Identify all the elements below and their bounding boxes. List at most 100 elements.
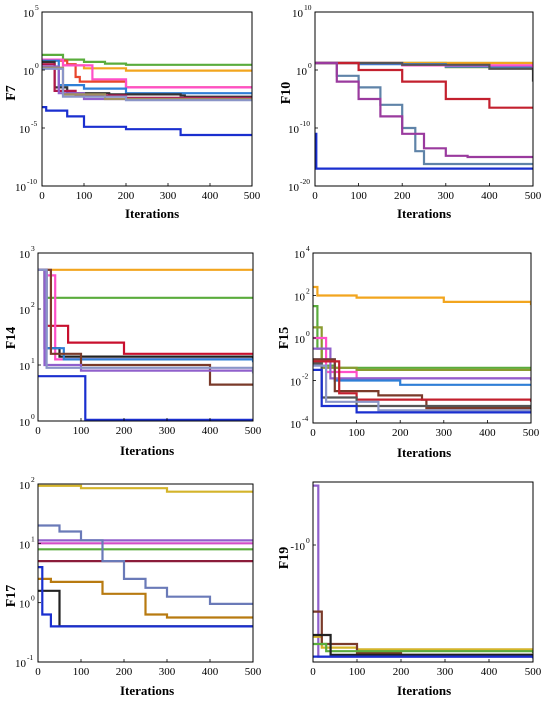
x-tick-label-f19-0: 0 <box>310 666 316 678</box>
x-tick-label-f15-2: 200 <box>392 427 409 439</box>
xlabel-f15: Iterations <box>397 445 452 460</box>
subplot-f19: 0 100 200 300 400 500 -10 0 F19 Iterations <box>275 470 550 703</box>
series-line-f10-5 <box>315 61 533 82</box>
y-tick-label-f15-0: 10 <box>294 249 306 261</box>
y-tick-exponent-f10-2: -10 <box>300 119 310 128</box>
y-tick-exponent-f17-0: 2 <box>31 475 35 484</box>
y-tick-label-f10-0: 10 <box>292 8 304 20</box>
series-line-f19-5 <box>313 655 533 659</box>
series-line-f14-6 <box>38 268 253 386</box>
y-tick-exponent-f17-1: 1 <box>31 534 35 543</box>
series-line-f14-8 <box>38 268 253 374</box>
y-tick-label-f17-2: 10 <box>19 599 31 611</box>
x-tick-label-f7-0: 0 <box>39 190 45 202</box>
x-tick-label-f7-2: 200 <box>118 190 135 202</box>
series-line-f19-4 <box>313 633 533 657</box>
x-tick-label-f7-4: 400 <box>202 190 219 202</box>
x-tick-label-f17-3: 300 <box>159 666 176 678</box>
x-tick-label-f15-0: 0 <box>310 427 316 439</box>
y-tick-label-f7-2: 10 <box>19 124 31 136</box>
series-line-f7-9 <box>42 67 252 102</box>
series-line-f17-8 <box>38 566 253 628</box>
series-line-f10-9 <box>315 132 533 170</box>
y-tick-exponent-f17-3: -1 <box>27 653 33 662</box>
x-tick-label-f10-2: 200 <box>394 190 411 202</box>
xlabel-f7: Iterations <box>125 206 180 221</box>
subplot-f17: 0 100 200 300 400 500 10 2 10 1 10 0 10 -1 F17 Iterat… <box>0 470 275 703</box>
y-tick-label-f10-3: 10 <box>288 182 300 194</box>
series-line-f7-0 <box>42 53 252 66</box>
series-line-f15-9 <box>313 364 531 413</box>
x-tick-label-f10-4: 400 <box>481 190 498 202</box>
series-line-f7-8 <box>42 66 252 101</box>
axes-border-f14 <box>37 252 254 422</box>
y-tick-exponent-f15-4: -4 <box>302 414 308 423</box>
x-tick-label-f17-2: 200 <box>116 666 133 678</box>
x-tick-label-f7-5: 500 <box>244 190 261 202</box>
series-line-f7-10 <box>42 106 252 137</box>
ylabel-f15: F15 <box>277 326 292 350</box>
y-tick-exponent-f14-1: 2 <box>31 300 35 309</box>
x-tick-label-f10-3: 300 <box>438 190 455 202</box>
x-tick-label-f14-3: 300 <box>159 425 176 437</box>
x-tick-label-f19-4: 400 <box>481 666 498 678</box>
y-tick-label-f15-4: 10 <box>290 419 302 431</box>
x-tick-label-f15-1: 100 <box>348 427 365 439</box>
y-tick-label-f7-0: 10 <box>23 8 35 20</box>
y-tick-label-f14-3: 10 <box>19 417 31 429</box>
x-tick-label-f14-2: 200 <box>116 425 133 437</box>
plot-f19: 0 100 200 300 400 500-100 <box>290 481 542 678</box>
ylabel-f10: F10 <box>279 81 294 105</box>
y-tick-label-f7-3: 10 <box>15 182 27 194</box>
x-tick-label-f10-1: 100 <box>350 190 367 202</box>
y-tick-exponent-f19-0: 0 <box>306 536 310 545</box>
y-tick-exponent-f7-2: -5 <box>31 119 37 128</box>
y-tick-exponent-f7-0: 5 <box>35 3 39 12</box>
y-tick-exponent-f7-3: -10 <box>27 177 37 186</box>
x-tick-label-f14-4: 400 <box>202 425 219 437</box>
series-line-f10-6 <box>315 61 533 109</box>
x-tick-label-f15-5: 500 <box>523 427 540 439</box>
series-line-f15-6 <box>313 358 531 410</box>
subplot-f14: 0 100 200 300 400 500 10 3 10 2 10 1 10 0 F14 Iterati… <box>0 235 275 470</box>
series-line-f19-1 <box>313 635 533 651</box>
ylabel-f17: F17 <box>4 584 19 608</box>
y-tick-label-f17-1: 10 <box>19 539 31 551</box>
x-tick-label-f7-1: 100 <box>76 190 93 202</box>
x-tick-label-f15-3: 300 <box>436 427 453 439</box>
y-tick-label-f14-0: 10 <box>19 249 31 261</box>
series-line-f15-0 <box>313 285 531 306</box>
series-line-f15-10 <box>313 368 531 414</box>
y-tick-label-f17-3: 10 <box>15 658 27 670</box>
x-tick-label-f10-0: 0 <box>312 190 318 202</box>
y-tick-label-f10-1: 10 <box>296 66 308 78</box>
x-tick-label-f7-3: 300 <box>160 190 177 202</box>
subplot-f15: 0 100 200 300 400 500 10 4 10 2 10 0 10 -2 10 -4 F15 It… <box>275 235 550 470</box>
xlabel-f10: Iterations <box>397 206 452 221</box>
axes-frame-f14 <box>37 252 254 422</box>
y-tick-label-f17-0: 10 <box>19 480 31 492</box>
xlabel-f14: Iterations <box>120 443 175 458</box>
series-line-f17-0 <box>38 484 253 493</box>
series-line-f10-7 <box>315 61 533 166</box>
axes-border-f10 <box>314 11 534 187</box>
y-tick-exponent-f10-0: 10 <box>304 3 312 12</box>
subplot-f7: 0 100 200 300 400 500 10 5 10 0 10 -5 10 -10 F7 Itera… <box>0 0 275 235</box>
series-line-f14-9 <box>38 375 253 421</box>
y-tick-label-f15-1: 10 <box>294 292 306 304</box>
ylabel-f7: F7 <box>4 85 19 101</box>
ylabel-f14: F14 <box>4 326 19 350</box>
y-tick-label-f14-2: 10 <box>19 361 31 373</box>
subplot-f10: 0 100 200 300 400 500 10 10 10 0 10 -10 10 -20 F10 It… <box>275 0 550 235</box>
xlabel-f19: Iterations <box>397 683 452 698</box>
y-tick-label-f15-2: 10 <box>294 334 306 346</box>
y-tick-exponent-f15-3: -2 <box>302 372 308 381</box>
x-tick-label-f19-2: 200 <box>393 666 410 678</box>
y-tick-label-f7-1: 10 <box>23 66 35 78</box>
y-tick-exponent-f14-3: 0 <box>31 412 35 421</box>
x-tick-label-f15-4: 400 <box>479 427 496 439</box>
x-tick-label-f14-1: 100 <box>73 425 90 437</box>
